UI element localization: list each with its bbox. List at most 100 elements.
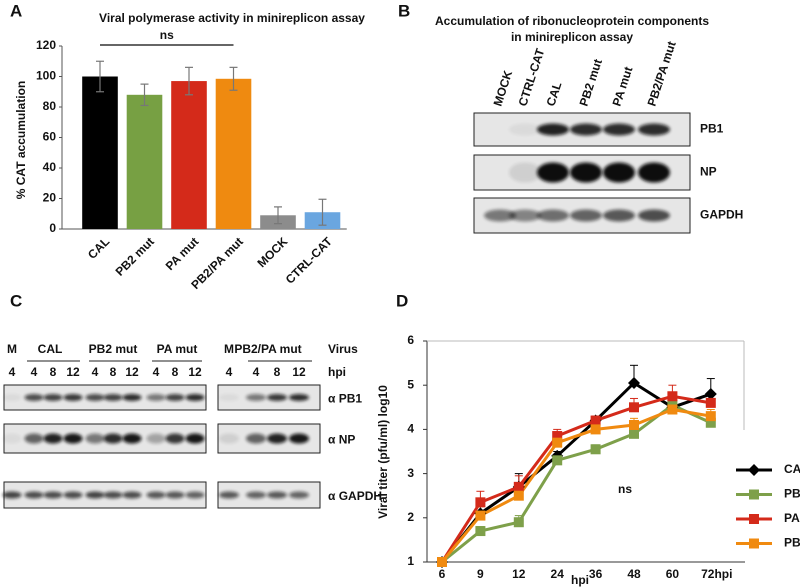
error-bar [185,66,193,96]
marker [513,481,524,492]
panel-label: B [398,1,410,20]
marker [629,402,639,413]
blot-band [289,433,309,444]
blot-band [267,433,287,444]
blot-band [185,394,205,401]
marker [513,490,524,501]
marker [705,417,716,428]
blot-band [122,433,142,444]
y-tick-label: 5 [407,377,414,391]
marker [475,510,486,521]
panel-title: in minireplicon assay [511,30,633,44]
blot-band [570,209,602,222]
hpi-label: 8 [274,365,281,379]
blot-band [146,491,166,499]
blot-band [603,123,635,136]
error-bar [318,198,327,226]
x-tick-label: 9 [477,567,484,581]
blot-band [24,433,44,444]
blot-band [246,433,266,444]
blot-band [43,433,63,444]
annotation: ns [618,482,632,496]
x-tick-label: 12 [512,567,526,581]
x-tick-label: MOCK [255,234,291,270]
blot-band [603,162,635,183]
lane-label: MOCK [491,68,516,108]
x-tick-label: CTRL-CAT [283,234,336,287]
panel-label: C [10,291,22,310]
bar [126,94,163,229]
header-label: Virus [328,342,358,356]
marker [590,424,601,435]
blot-band [2,491,22,499]
x-tick-label: CAL [85,234,112,261]
legend-label: PA mut [784,511,800,525]
legend-marker [749,489,759,500]
header-label: PB2 mut [89,342,138,356]
header-label: M [7,342,17,356]
hpi-label: 4 [226,365,233,379]
blot-band [537,162,569,183]
blot-band [103,433,123,444]
blot-band [85,394,105,401]
row-label: α NP [328,433,355,447]
legend-marker [748,464,760,476]
blot-band [219,433,239,444]
marker [629,428,639,439]
hpi-label: 4 [153,365,160,379]
x-tick-label: PA mut [163,234,202,273]
hpi-label: 4 [253,365,260,379]
legend-label: PB2 mut [784,487,800,501]
lane-label: PB2 mut [577,57,605,108]
marker [590,415,601,426]
panel-label: A [10,1,22,20]
blot-band [165,394,185,401]
blot-band [43,491,63,499]
bar [215,78,252,229]
blot-band [219,394,239,401]
marker [628,376,640,389]
series-line [440,407,712,563]
marker [437,557,447,567]
blot-band [509,123,541,136]
x-tick-label: 24 [551,567,565,581]
panel-label: D [396,291,408,310]
blot-band [165,433,185,444]
y-tick-label: 20 [43,191,57,205]
blot-band [103,394,123,401]
hpi-label: 12 [125,365,139,379]
marker [705,411,716,422]
legend-marker [749,514,759,524]
hpi-label: 4 [92,365,99,379]
marker [590,444,601,455]
x-axis-label: hpi [571,573,589,587]
y-tick-label: 100 [36,69,56,83]
error-bar [274,206,282,225]
error-bar [140,83,149,107]
blot-band [484,209,516,222]
header-label: PA mut [157,342,198,356]
annotation: ns [160,28,174,42]
blot-band [570,123,602,136]
y-tick-label: 40 [43,160,57,174]
marker [513,517,524,528]
hpi-label: 4 [9,365,16,379]
blot-band [85,433,105,444]
marker [552,431,563,442]
series-line [441,403,712,564]
y-axis-label: % CAT accumulation [14,81,28,199]
y-tick-label: 0 [49,221,56,235]
row-label: NP [700,165,717,179]
legend-label: CAL [784,462,800,476]
blot-band [122,394,142,401]
blot-band [246,491,266,499]
marker [705,397,716,408]
blot-band [638,209,670,222]
x-tick-label: PB2 mut [113,234,157,278]
series-line [440,381,712,563]
blot-band [63,433,83,444]
blot-band [2,433,22,444]
marker [704,388,717,401]
bar [171,81,207,229]
